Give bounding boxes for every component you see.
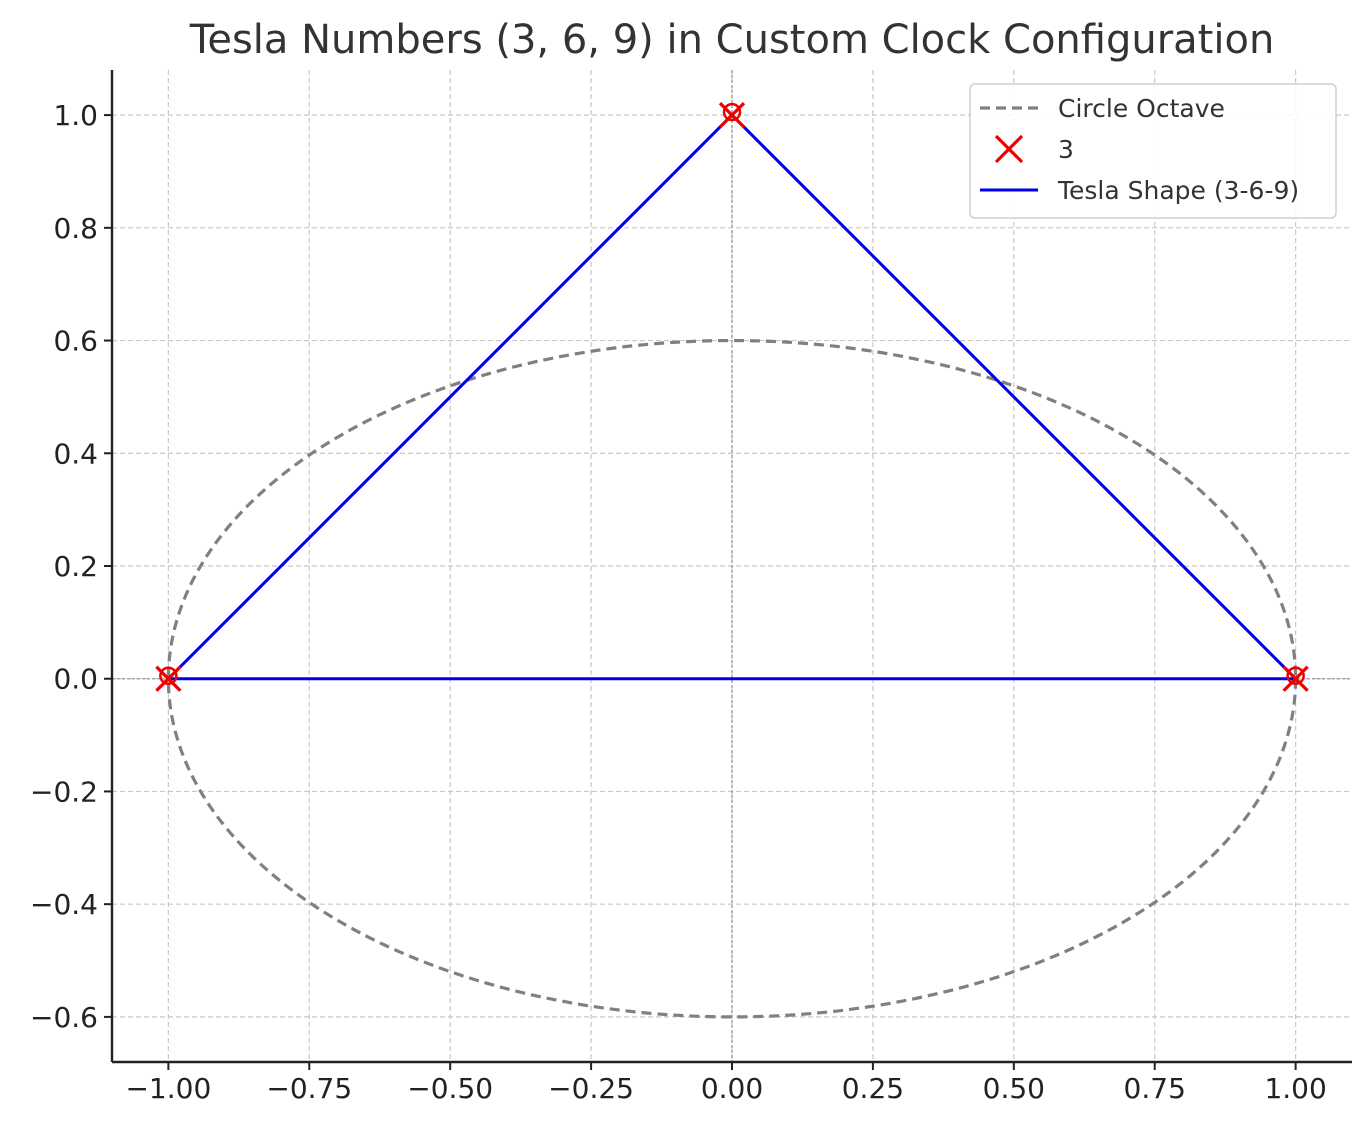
point-x-stroke [1282,665,1309,692]
y-tick-label: −0.4 [30,888,98,921]
legend-swatch-x [994,134,1024,164]
y-tick-label: −0.6 [30,1001,98,1034]
x-tick-label: −0.50 [407,1072,493,1105]
y-tick-label: −0.2 [30,775,98,808]
point-marker [718,101,746,129]
x-tick-label: −1.00 [125,1072,211,1105]
point-circle [722,102,742,122]
x-axis-ticks: −1.00 −0.75 −0.50 −0.25 0.00 0.25 0.50 0.75 1.00 [125,1062,1327,1105]
point-marker [155,665,182,692]
y-tick-label: 1.0 [53,99,98,132]
y-tick-label: 0.8 [53,212,98,245]
point-marker [1282,665,1309,692]
chart-title: Tesla Numbers (3, 6, 9) in Custom Clock … [189,17,1275,63]
point-x-stroke [718,101,746,129]
point-circle [1286,666,1305,685]
plot-series [155,101,1309,1019]
x-tick-label: 0.25 [842,1072,904,1105]
legend: Circle Octave 3 Tesla Shape (3-6-9) [969,83,1337,219]
x-tick-label: 0.50 [983,1072,1045,1105]
y-tick-label: 0.4 [53,437,98,470]
x-tick-label: 0.75 [1124,1072,1186,1105]
legend-label: Circle Octave [1058,94,1225,123]
tesla-shape-line [164,114,1300,681]
x-tick-label: −0.25 [548,1072,634,1105]
x-tick-label: −0.75 [266,1072,352,1105]
y-tick-label: 0.6 [53,325,98,358]
x-tick-label: 1.00 [1264,1072,1326,1105]
legend-label: 3 [1058,135,1074,164]
y-tick-label: 0.2 [53,550,98,583]
point-x-stroke [155,665,182,692]
y-tick-label: 0.0 [53,663,98,696]
x-tick-label: 0.00 [701,1072,763,1105]
point-circle [159,666,178,685]
legend-label: Tesla Shape (3-6-9) [1057,176,1299,205]
y-axis-ticks: −0.6 −0.4 −0.2 0.0 0.2 0.4 0.6 0.8 1.0 [30,99,112,1034]
legend-box [969,83,1337,219]
